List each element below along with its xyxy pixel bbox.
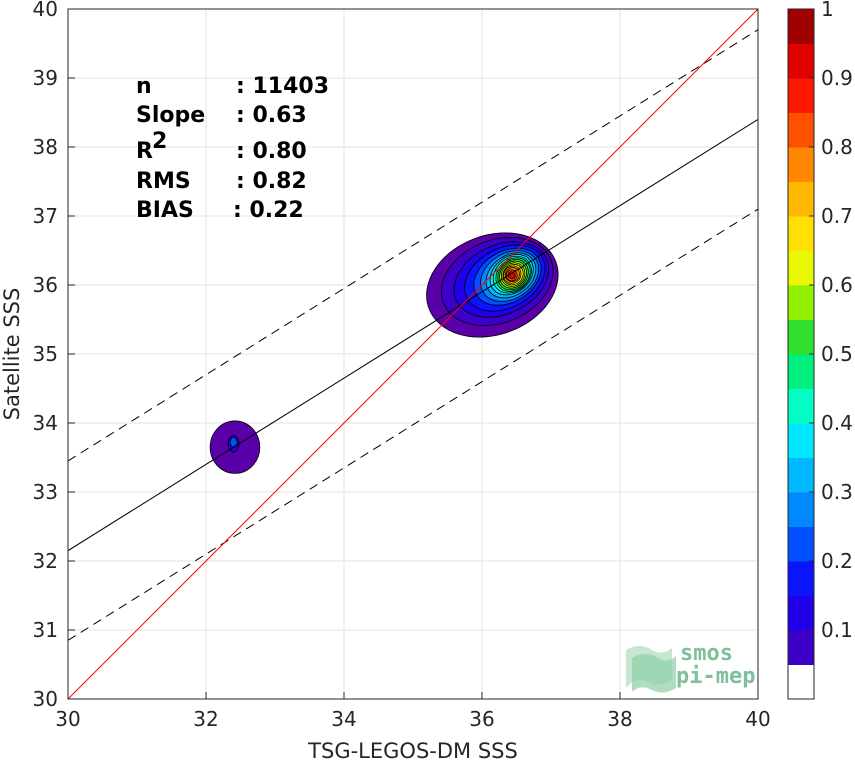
colorbar-band — [788, 78, 814, 113]
logo-wave-icon-2 — [632, 654, 676, 693]
y-axis-label: Satellite SSS — [0, 288, 24, 421]
stat-label: n — [136, 74, 152, 99]
colorbar-tick-label: 0.7 — [821, 204, 853, 228]
colorbar-band — [788, 9, 814, 44]
x-tick-label: 32 — [193, 707, 218, 731]
colorbar-band — [788, 388, 814, 424]
colorbar-band — [788, 216, 814, 251]
colorbar-band — [788, 561, 814, 596]
reference-lines — [68, 9, 758, 699]
colorbar-tick-label: 0.6 — [821, 273, 853, 297]
colorbar-tick-label: 0.2 — [821, 549, 853, 573]
colorbar-band — [788, 147, 814, 182]
colorbar-band — [788, 595, 814, 631]
y-tick-label: 32 — [33, 549, 58, 573]
smos-pimep-logo: smos pi-mep — [626, 641, 755, 693]
x-tick-label: 34 — [331, 707, 356, 731]
density-contours — [209, 232, 559, 474]
y-tick-label: 38 — [33, 135, 58, 159]
colorbar-band — [788, 285, 814, 320]
colorbar-band — [788, 319, 814, 355]
y-tick-label: 37 — [33, 204, 58, 228]
y-tick-label: 36 — [33, 273, 58, 297]
regression-line — [68, 118, 758, 552]
x-axis-label: TSG-LEGOS-DM SSS — [307, 739, 518, 763]
lower-bound-line — [68, 208, 758, 641]
y-tick-label: 33 — [33, 480, 58, 504]
colorbar-band — [788, 354, 814, 389]
contour-main-level — [507, 271, 516, 280]
colorbar-tick-label: 0.3 — [821, 480, 853, 504]
colorbar-band — [788, 250, 814, 286]
y-tick-label: 30 — [33, 687, 58, 711]
y-tick-label: 39 — [33, 66, 58, 90]
y-axis-ticks: 30 31 32 33 34 35 36 37 38 39 40 — [33, 0, 75, 711]
colorbar-band — [788, 526, 814, 562]
colorbar-band — [788, 630, 814, 665]
colorbar-band — [788, 457, 814, 493]
logo-text-smos: smos — [680, 641, 733, 666]
stat-label: R — [136, 139, 153, 164]
stats-box: n : 11403 Slope : 0.63 R 2 : 0.80 RMS : 0.82 BIAS… — [136, 74, 329, 223]
logo-text-pimep: pi-mep — [676, 664, 755, 689]
x-tick-label: 40 — [745, 707, 770, 731]
y-tick-label: 40 — [33, 0, 58, 21]
colorbar-tick-label: 0.4 — [821, 411, 853, 435]
x-tick-label: 38 — [607, 707, 632, 731]
y-tick-label: 35 — [33, 342, 58, 366]
colorbar-tick-label: 0.8 — [821, 135, 853, 159]
stat-label-superscript: 2 — [152, 129, 167, 154]
one-to-one-line — [68, 9, 758, 699]
colorbar-band — [788, 492, 814, 527]
x-tick-label: 30 — [55, 707, 80, 731]
colorbar — [787, 8, 815, 700]
stat-label: BIAS — [136, 198, 194, 223]
y-tick-label: 34 — [33, 411, 58, 435]
upper-bound-line — [68, 29, 758, 462]
stat-value: : 0.63 — [236, 103, 307, 128]
y-tick-label: 31 — [33, 618, 58, 642]
colorbar-ticks: 0.1 0.2 0.3 0.4 0.5 0.6 0.7 0.8 0.9 1 — [809, 0, 853, 642]
x-tick-label: 36 — [469, 707, 494, 731]
colorbar-band — [788, 112, 814, 148]
stat-label: RMS — [136, 169, 191, 194]
stat-label: Slope — [136, 103, 205, 128]
colorbar-tick-label: 0.5 — [821, 342, 853, 366]
colorbar-band — [788, 181, 814, 217]
stat-value: : 0.22 — [233, 198, 304, 223]
colorbar-tick-label: 0.1 — [821, 618, 853, 642]
stat-value: : 11403 — [236, 74, 329, 99]
x-axis-ticks: 30 32 34 36 38 40 — [55, 692, 771, 731]
colorbar-band — [788, 423, 814, 458]
colorbar-band — [788, 43, 814, 79]
colorbar-tick-label: 1 — [821, 0, 834, 21]
colorbar-band — [788, 664, 814, 700]
stat-value: : 0.82 — [236, 169, 307, 194]
colorbar-tick-label: 0.9 — [821, 66, 853, 90]
stat-value: : 0.80 — [236, 139, 307, 164]
